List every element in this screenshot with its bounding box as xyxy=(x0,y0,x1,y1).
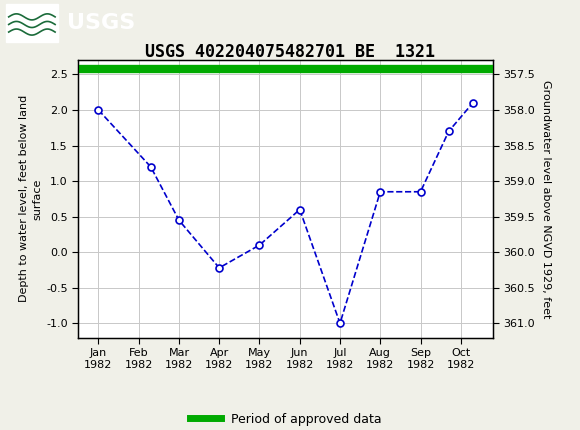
Y-axis label: Depth to water level, feet below land
surface: Depth to water level, feet below land su… xyxy=(19,95,42,302)
Text: USGS 402204075482701 BE  1321: USGS 402204075482701 BE 1321 xyxy=(145,43,435,61)
Text: USGS: USGS xyxy=(67,12,135,33)
Y-axis label: Groundwater level above NGVD 1929, feet: Groundwater level above NGVD 1929, feet xyxy=(541,80,551,318)
Legend: Period of approved data: Period of approved data xyxy=(184,408,387,430)
FancyBboxPatch shape xyxy=(6,3,58,42)
